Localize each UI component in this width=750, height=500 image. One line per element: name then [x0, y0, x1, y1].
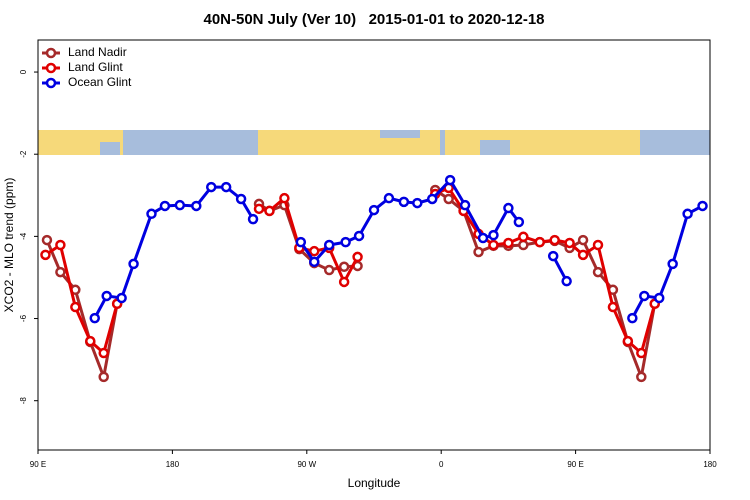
- point: [101, 290, 112, 302]
- point: [477, 232, 489, 244]
- point: [383, 192, 395, 204]
- point: [116, 292, 127, 304]
- point: [577, 249, 589, 261]
- point: [627, 312, 638, 324]
- point: [205, 181, 217, 193]
- point: [338, 261, 350, 273]
- point: [159, 200, 171, 212]
- point: [128, 258, 139, 270]
- point: [70, 301, 81, 313]
- point: [41, 234, 53, 246]
- point: [503, 202, 514, 214]
- series-line: [44, 185, 657, 356]
- point: [426, 193, 438, 205]
- point: [667, 258, 678, 270]
- legend-marker: [45, 77, 57, 89]
- y-tick-label: -8: [19, 397, 28, 405]
- point: [353, 230, 365, 242]
- point: [55, 239, 66, 251]
- point: [473, 246, 484, 258]
- point: [191, 200, 202, 212]
- point: [40, 249, 51, 261]
- y-axis-label: XCO2 - MLO trend (ppm): [2, 178, 16, 313]
- point: [636, 371, 647, 383]
- point: [697, 200, 708, 212]
- legend-label: Ocean Glint: [68, 75, 132, 89]
- point: [89, 312, 100, 324]
- point: [398, 196, 410, 208]
- point: [549, 234, 560, 246]
- series-line: [93, 177, 704, 319]
- point: [607, 301, 619, 313]
- y-tick-label: 0: [19, 69, 28, 74]
- point: [577, 234, 589, 246]
- legend-marker: [45, 47, 57, 59]
- point: [518, 239, 529, 251]
- point: [279, 192, 290, 204]
- point: [98, 347, 109, 359]
- point: [253, 203, 265, 215]
- point: [55, 266, 66, 278]
- point: [309, 256, 320, 268]
- y-tick-label: -4: [19, 232, 28, 240]
- x-tick-label: 90 E: [567, 460, 583, 469]
- point: [323, 264, 335, 276]
- point: [513, 216, 525, 228]
- point: [444, 174, 456, 186]
- point: [264, 205, 275, 217]
- point: [488, 229, 499, 241]
- point: [547, 250, 559, 262]
- point: [340, 236, 351, 248]
- point: [459, 199, 471, 211]
- point: [309, 245, 320, 257]
- point: [146, 208, 157, 220]
- point: [352, 251, 363, 263]
- point: [235, 193, 247, 205]
- legend-label: Land Glint: [68, 60, 123, 74]
- point: [338, 276, 350, 288]
- point: [443, 193, 454, 205]
- x-tick-label: 0: [439, 460, 444, 469]
- point: [682, 208, 693, 220]
- x-tick-label: 90 W: [297, 460, 316, 469]
- point: [653, 292, 665, 304]
- point: [592, 239, 604, 251]
- x-tick-label: 90 E: [30, 460, 46, 469]
- point: [174, 199, 186, 211]
- point: [592, 266, 604, 278]
- x-tick-label: 180: [166, 460, 180, 469]
- point: [368, 204, 380, 216]
- point: [564, 237, 575, 249]
- x-tick-label: 180: [703, 460, 717, 469]
- map-strip: [38, 130, 710, 155]
- plot-frame: [37, 39, 711, 451]
- point: [295, 236, 307, 248]
- chart-title: 40N-50N July (Ver 10) 2015-01-01 to 2020…: [203, 11, 544, 28]
- point: [220, 181, 232, 193]
- point: [518, 231, 529, 243]
- point: [561, 275, 572, 287]
- point: [488, 239, 499, 251]
- point: [639, 290, 650, 302]
- point: [636, 347, 647, 359]
- point: [412, 197, 423, 209]
- x-axis-label: Longitude: [348, 476, 401, 490]
- y-tick-label: -2: [19, 150, 28, 158]
- point: [534, 236, 546, 248]
- point: [85, 335, 96, 347]
- point: [622, 335, 634, 347]
- y-tick-label: -6: [19, 314, 28, 322]
- point: [323, 239, 335, 251]
- point: [503, 237, 514, 249]
- point: [98, 371, 109, 383]
- legend-label: Land Nadir: [68, 45, 127, 59]
- legend-marker: [45, 62, 57, 74]
- point: [247, 213, 259, 225]
